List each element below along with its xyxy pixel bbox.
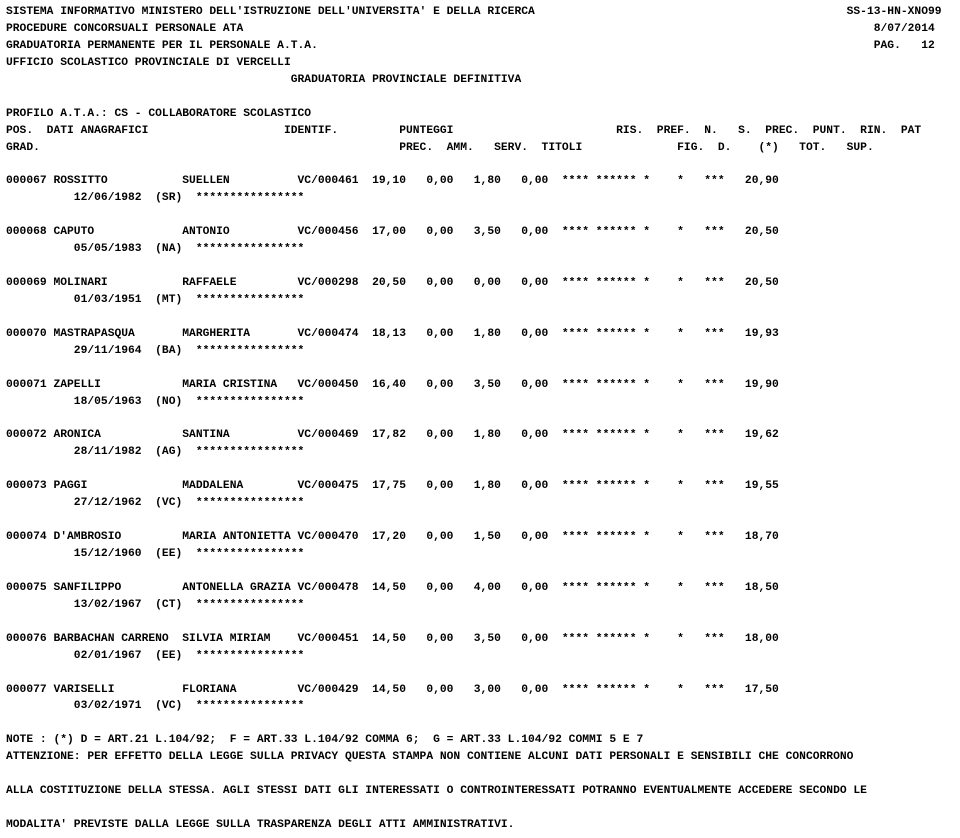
header-line-1: SISTEMA INFORMATIVO MINISTERO DELL'ISTRU… bbox=[6, 4, 960, 21]
blank-row-3 bbox=[6, 360, 960, 377]
table-row-sub: 03/02/1971 (VC) **************** bbox=[6, 698, 960, 715]
table-row-sub: 12/06/1982 (SR) **************** bbox=[6, 190, 960, 207]
blank-row-5 bbox=[6, 461, 960, 478]
table-row-sub: 27/12/1962 (VC) **************** bbox=[6, 495, 960, 512]
blank-row-6 bbox=[6, 512, 960, 529]
blank-row-7 bbox=[6, 563, 960, 580]
blank-f2 bbox=[6, 800, 960, 817]
blank-row-10 bbox=[6, 715, 960, 732]
column-header-2: GRAD. PREC. AMM. SERV. TITOLI FIG. D. (*… bbox=[6, 140, 960, 157]
header-profilo: PROFILO A.T.A.: CS - COLLABORATORE SCOLA… bbox=[6, 106, 960, 123]
table-row-sub: 28/11/1982 (AG) **************** bbox=[6, 444, 960, 461]
footer-attn-3: MODALITA' PREVISTE DALLA LEGGE SULLA TRA… bbox=[6, 817, 960, 834]
header-center-title: GRADUATORIA PROVINCIALE DEFINITIVA bbox=[6, 72, 960, 89]
footer-attn-1: ATTENZIONE: PER EFFETTO DELLA LEGGE SULL… bbox=[6, 749, 960, 766]
table-row: 000074 D'AMBROSIO MARIA ANTONIETTA VC/00… bbox=[6, 529, 960, 546]
header-line-2: PROCEDURE CONCORSUALI PERSONALE ATA 8/07… bbox=[6, 21, 960, 38]
table-row: 000077 VARISELLI FLORIANA VC/000429 14,5… bbox=[6, 682, 960, 699]
table-row: 000071 ZAPELLI MARIA CRISTINA VC/000450 … bbox=[6, 377, 960, 394]
table-row: 000075 SANFILIPPO ANTONELLA GRAZIA VC/00… bbox=[6, 580, 960, 597]
table-row: 000070 MASTRAPASQUA MARGHERITA VC/000474… bbox=[6, 326, 960, 343]
document-root: SISTEMA INFORMATIVO MINISTERO DELL'ISTRU… bbox=[6, 4, 960, 834]
blank-f1 bbox=[6, 766, 960, 783]
blank-row-1 bbox=[6, 258, 960, 275]
blank-row-4 bbox=[6, 411, 960, 428]
table-row-sub: 18/05/1963 (NO) **************** bbox=[6, 394, 960, 411]
table-row-sub: 29/11/1964 (BA) **************** bbox=[6, 343, 960, 360]
table-row-sub: 01/03/1951 (MT) **************** bbox=[6, 292, 960, 309]
header-office: UFFICIO SCOLASTICO PROVINCIALE DI VERCEL… bbox=[6, 55, 960, 72]
blank-row-8 bbox=[6, 614, 960, 631]
blank-row-9 bbox=[6, 665, 960, 682]
table-row: 000076 BARBACHAN CARRENO SILVIA MIRIAM V… bbox=[6, 631, 960, 648]
table-row-sub: 15/12/1960 (EE) **************** bbox=[6, 546, 960, 563]
table-row: 000068 CAPUTO ANTONIO VC/000456 17,00 0,… bbox=[6, 224, 960, 241]
blank-2 bbox=[6, 156, 960, 173]
blank-row-0 bbox=[6, 207, 960, 224]
column-header-1: POS. DATI ANAGRAFICI IDENTIF. PUNTEGGI R… bbox=[6, 123, 960, 140]
footer-note: NOTE : (*) D = ART.21 L.104/92; F = ART.… bbox=[6, 732, 960, 749]
table-row: 000067 ROSSITTO SUELLEN VC/000461 19,10 … bbox=[6, 173, 960, 190]
blank-1 bbox=[6, 89, 960, 106]
table-row: 000069 MOLINARI RAFFAELE VC/000298 20,50… bbox=[6, 275, 960, 292]
header-line-3: GRADUATORIA PERMANENTE PER IL PERSONALE … bbox=[6, 38, 960, 55]
table-row: 000072 ARONICA SANTINA VC/000469 17,82 0… bbox=[6, 427, 960, 444]
footer-attn-2: ALLA COSTITUZIONE DELLA STESSA. AGLI STE… bbox=[6, 783, 960, 800]
blank-row-2 bbox=[6, 309, 960, 326]
table-row: 000073 PAGGI MADDALENA VC/000475 17,75 0… bbox=[6, 478, 960, 495]
table-row-sub: 02/01/1967 (EE) **************** bbox=[6, 648, 960, 665]
table-row-sub: 13/02/1967 (CT) **************** bbox=[6, 597, 960, 614]
table-row-sub: 05/05/1983 (NA) **************** bbox=[6, 241, 960, 258]
